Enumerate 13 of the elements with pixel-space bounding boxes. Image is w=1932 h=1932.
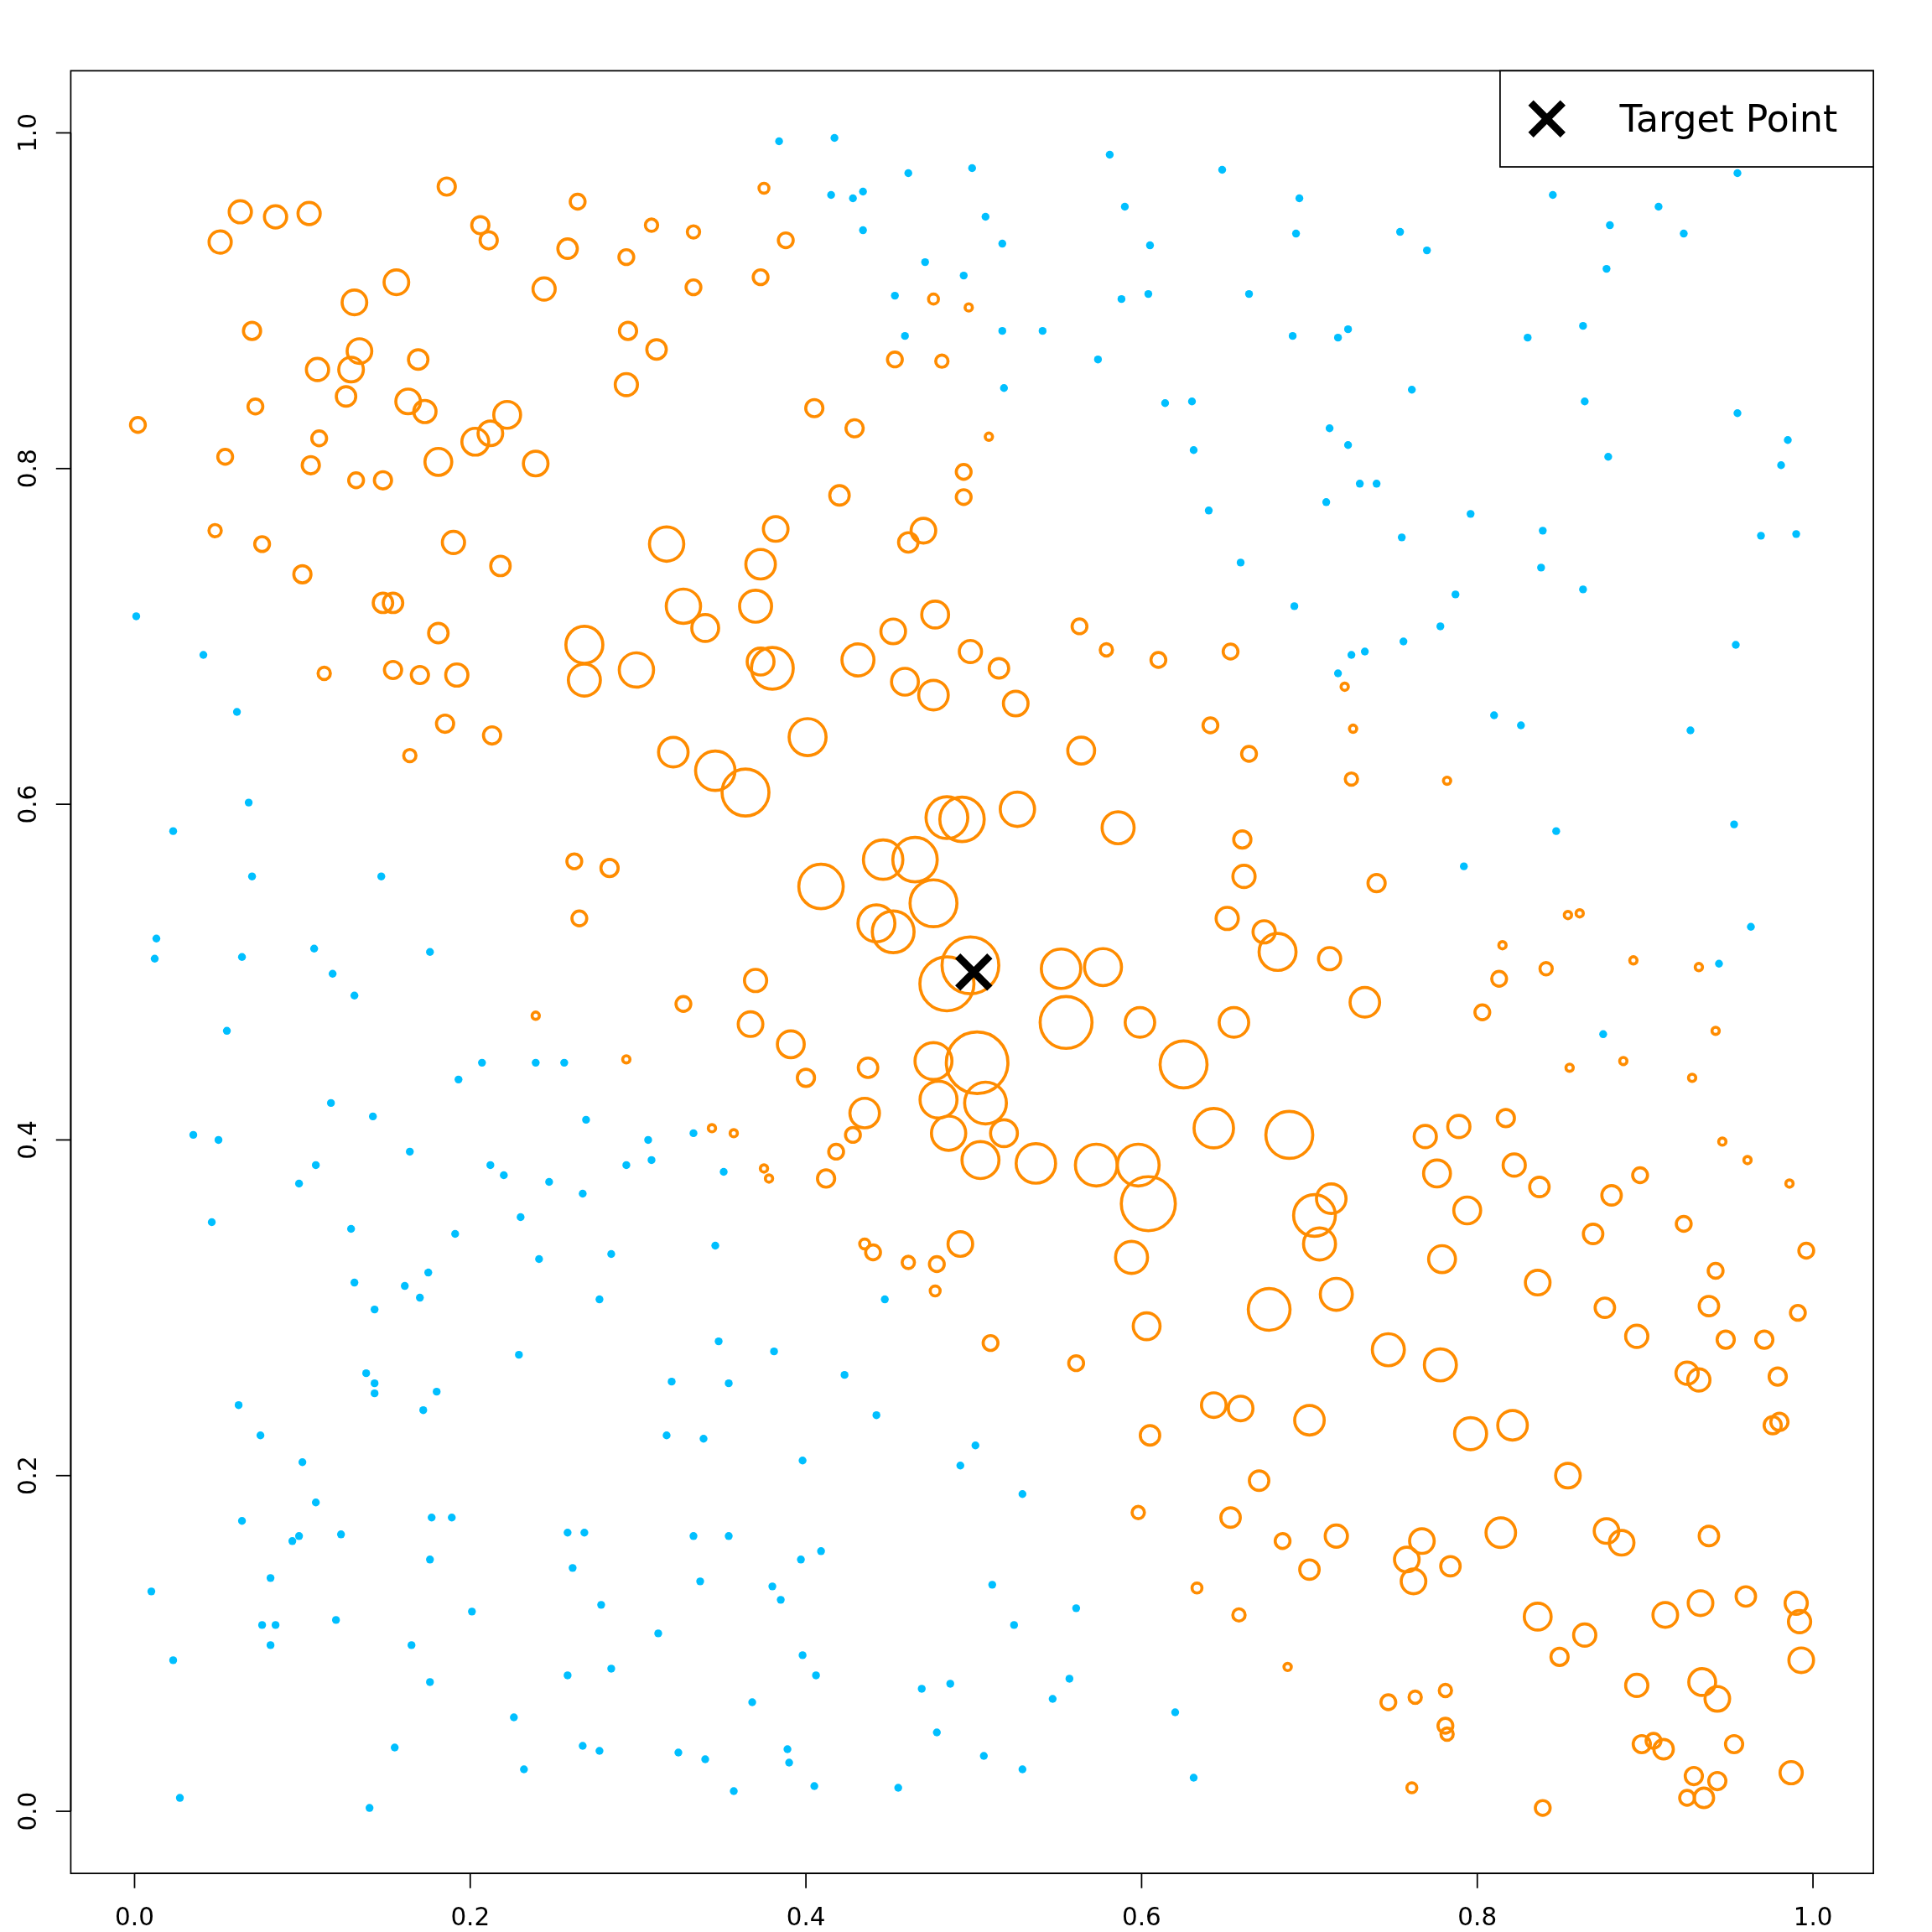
x-tick-label: 0.6: [1122, 1902, 1161, 1931]
x-tick-label: 1.0: [1793, 1902, 1833, 1931]
y-tick-label: 0.6: [13, 784, 43, 824]
x-tick-label: 0.8: [1457, 1902, 1498, 1931]
x-tick-label: 0.2: [450, 1902, 491, 1931]
x-tick-label: 0.0: [115, 1902, 154, 1931]
y-tick-label: 1.0: [13, 113, 43, 153]
y-tick-label: 0.4: [13, 1120, 43, 1160]
y-tick-label: 0.2: [13, 1456, 43, 1496]
legend-label: Target Point: [1618, 97, 1838, 141]
y-tick-label: 0.0: [13, 1791, 43, 1831]
x-tick-label: 0.4: [786, 1902, 826, 1931]
y-tick-label: 0.8: [13, 449, 43, 489]
